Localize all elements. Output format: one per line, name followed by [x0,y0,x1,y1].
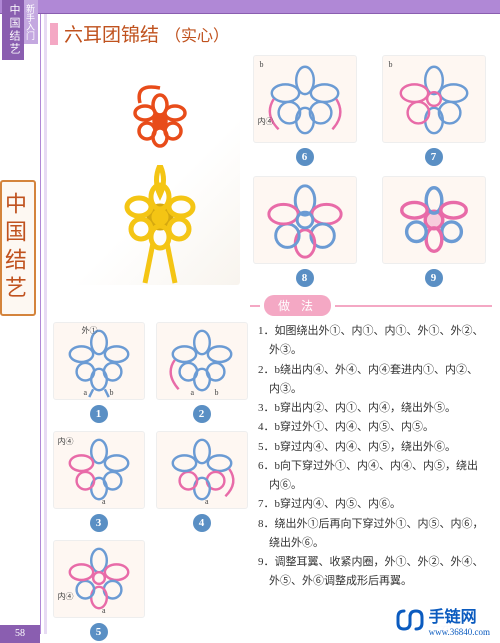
step-1-image: 外① a b [53,322,145,400]
step-num-9: 9 [425,269,443,287]
instruction-5: 5．b穿过内④、内④、内⑤，绕出外⑥。 [258,438,488,457]
margin-rule-2 [44,14,47,634]
instruction-2: 2．b绕出内④、外④、内④套进内①、内②、内③。 [258,361,488,400]
step-5: 内④ a 5 [50,540,147,641]
instruction-6: 6．b向下穿过外①、内④、内④、内⑤，绕出内⑥。 [258,457,488,496]
step-3-lbl-a: a [102,497,106,506]
step-num-1: 1 [90,405,108,423]
step-6-lbl-1: 内④ [258,116,274,127]
step-4: a 4 [153,431,250,532]
method-bar-right [335,305,492,307]
instruction-9: 9．调整耳翼、收紧内圈，外①、外②、外④、外⑤、外⑥调整成形后再翼。 [258,553,488,592]
watermark: 手链网 www.36840.com [391,601,494,639]
step-3-image: 内④ a [53,431,145,509]
watermark-brand: 手链网 [429,609,477,626]
step-4-image: a [156,431,248,509]
margin-tab-sub: 新手入门 [24,0,38,44]
step-3-lbl-0: 内④ [58,436,74,447]
step-num-2: 2 [193,405,211,423]
step-8-image [253,176,357,264]
title-main: 六耳团锦结 [64,20,159,47]
step-9: 9 [375,176,492,287]
step-num-4: 4 [193,514,211,532]
step-1-lbl-b: b [110,388,114,397]
step-num-8: 8 [296,269,314,287]
step-num-7: 7 [425,148,443,166]
instruction-8: 8．绕出外①后再向下穿过外①、内⑤、内⑥，绕出外⑥。 [258,515,488,554]
finished-knot-photo [50,55,240,285]
step-7-lbl-b: b [389,60,393,69]
step-8: 8 [246,176,363,287]
watermark-url: www.36840.com [429,627,490,637]
step-7: b 7 [375,55,492,166]
title-row: 六耳团锦结 （实心） [50,20,492,47]
red-knot-icon [125,83,195,153]
step-2-lbl-b: b [215,388,219,397]
margin-tab-main: 中国结艺 [2,0,24,60]
margin-tab-side: 中国结艺 [0,180,36,316]
instruction-3: 3．b穿出内②、内①、内④，绕出外⑤。 [258,399,488,418]
instruction-1: 1．如图绕出外①、内①、内①、外①、外②、外③。 [258,322,488,361]
step-9-image [382,176,486,264]
method-header: 做 法 [250,295,492,316]
step-6-lbl-b: b [260,60,264,69]
step-6: b 内④ 6 [246,55,363,166]
title-accent-bar [50,23,58,45]
title-paren: （实心） [165,22,229,46]
instructions-list: 1．如图绕出外①、内①、内①、外①、外②、外③。 2．b绕出内④、外④、内④套进… [258,322,492,641]
yellow-knot-icon [105,165,215,285]
instruction-4: 4．b穿过外①、内④、内⑤、内⑤。 [258,418,488,437]
step-4-lbl-a: a [205,497,209,506]
content-area: 六耳团锦结 （实心） [50,20,492,633]
method-bar-left [250,305,260,307]
upper-section: b 内④ 6 b 7 8 [50,55,492,287]
watermark-logo-icon [395,605,425,635]
top-border-bar [0,0,500,14]
step-2-image: b a [156,322,248,400]
step-5-lbl-0: 内④ [58,591,74,602]
step-2: b a 2 [153,322,250,423]
steps-lower-grid: 外① a b 1 b a 2 内④ a 3 [50,322,250,641]
step-7-image: b [382,55,486,143]
method-label: 做 法 [264,295,331,316]
margin-rule-1 [40,14,41,634]
step-1-lbl-a: a [84,388,88,397]
step-num-6: 6 [296,148,314,166]
left-margin: 中国结艺 新手入门 中国结艺 [0,0,40,643]
step-1: 外① a b 1 [50,322,147,423]
step-5-lbl-a: a [102,606,106,615]
step-num-3: 3 [90,514,108,532]
watermark-text-block: 手链网 www.36840.com [429,603,490,637]
step-1-lbl-0: 外① [82,325,98,336]
step-3: 内④ a 3 [50,431,147,532]
step-6-image: b 内④ [253,55,357,143]
lower-section: 外① a b 1 b a 2 内④ a 3 [50,322,492,641]
step-num-5: 5 [90,623,108,641]
steps-upper-grid: b 内④ 6 b 7 8 [246,55,492,287]
page-number: 58 [0,625,40,643]
step-5-image: 内④ a [53,540,145,618]
step-2-lbl-a: a [191,388,195,397]
instruction-7: 7．b穿过内④、内⑤、内⑥。 [258,495,488,514]
